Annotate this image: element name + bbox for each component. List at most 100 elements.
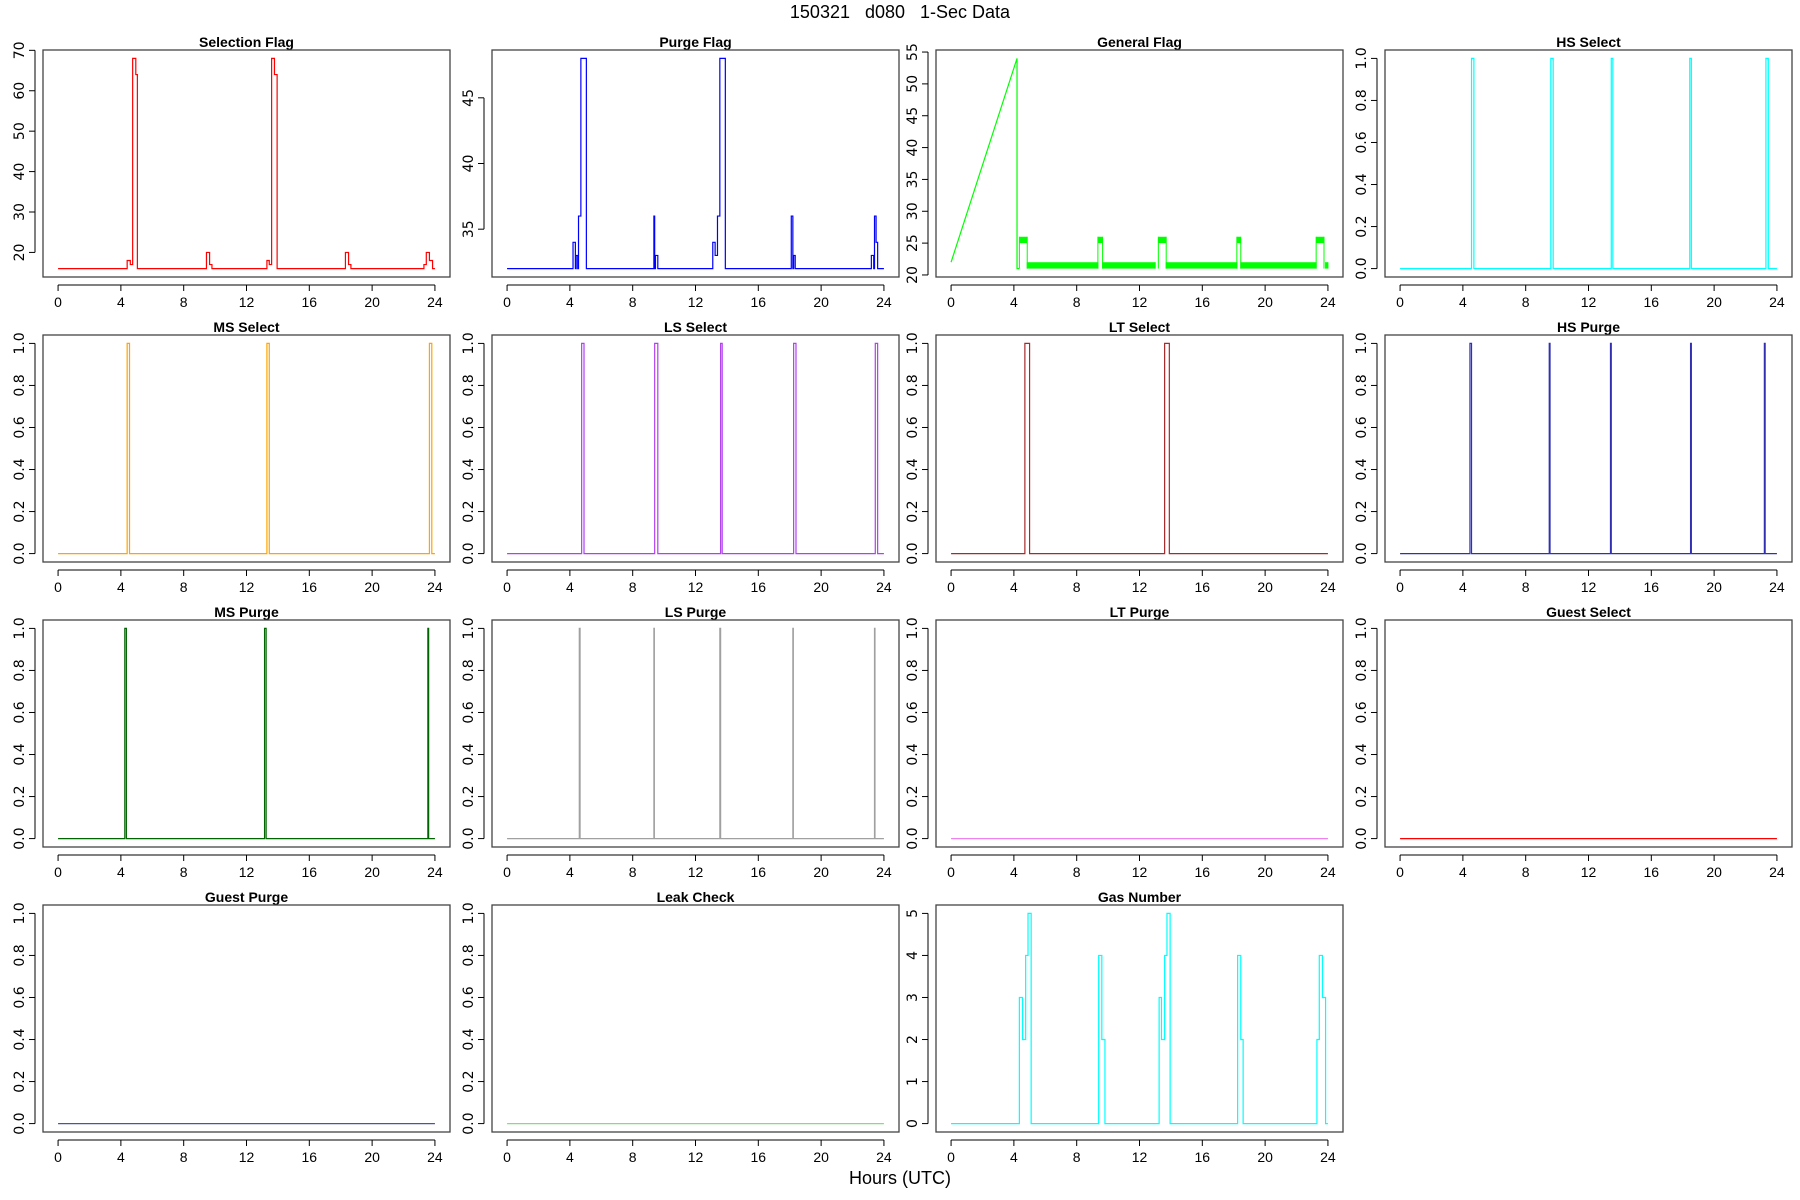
series-band <box>1236 236 1241 244</box>
x-tick-label: 4 <box>566 294 574 310</box>
panel-hs-purge: HS Purge 0 4 8 12 16 20 24 0.0 0.2 0.4 0.6 0.8 1.0 <box>1354 319 1793 595</box>
y-tick-label: 0.8 <box>461 374 477 396</box>
y-tick-label: 0.4 <box>461 458 477 480</box>
y-tick-label: 0.0 <box>905 542 921 564</box>
y-tick-label: 0.2 <box>1354 785 1370 807</box>
y-tick-label: 0.0 <box>1354 257 1370 279</box>
plot-frame <box>42 904 451 1133</box>
x-tick-label: 12 <box>239 1149 255 1165</box>
panel-purge-flag: Purge Flag 0 4 8 12 16 20 24 35 40 45 <box>461 34 900 310</box>
y-tick-label: 0.0 <box>905 827 921 849</box>
x-tick-label: 20 <box>1257 864 1273 880</box>
x-tick-label: 20 <box>364 294 380 310</box>
plot-frame <box>42 49 451 278</box>
x-tick-label: 4 <box>1010 294 1018 310</box>
series-line <box>951 912 1328 1125</box>
x-tick-label: 20 <box>364 1149 380 1165</box>
x-tick-label: 0 <box>503 294 511 310</box>
y-tick-label: 20 <box>12 244 28 262</box>
x-tick-label: 16 <box>302 579 318 595</box>
y-tick-label: 0.4 <box>12 1028 28 1050</box>
y-tick-label: 0.4 <box>905 743 921 765</box>
y-tick-label: 0.4 <box>1354 743 1370 765</box>
series-line <box>58 57 435 270</box>
x-tick-label: 8 <box>1073 579 1081 595</box>
y-tick-label: 1.0 <box>12 332 28 354</box>
x-tick-label: 20 <box>1257 1149 1273 1165</box>
panel-title: Purge Flag <box>659 34 731 50</box>
x-tick-label: 24 <box>427 579 443 595</box>
y-tick-label: 35 <box>461 220 477 238</box>
y-tick-label: 0.2 <box>461 785 477 807</box>
y-tick-label: 0.6 <box>12 986 28 1008</box>
series-line <box>507 627 884 840</box>
x-tick-label: 4 <box>1010 579 1018 595</box>
y-tick-label: 0.0 <box>12 827 28 849</box>
x-tick-label: 12 <box>1581 294 1597 310</box>
y-tick-label: 1.0 <box>461 902 477 924</box>
x-tick-label: 12 <box>1581 579 1597 595</box>
x-tick-label: 8 <box>180 579 188 595</box>
x-tick-label: 12 <box>1132 864 1148 880</box>
x-tick-label: 8 <box>180 864 188 880</box>
x-tick-label: 12 <box>688 294 704 310</box>
y-tick-label: 0.4 <box>461 743 477 765</box>
series-line <box>1400 57 1777 270</box>
x-tick-label: 0 <box>503 1149 511 1165</box>
y-tick-label: 0.8 <box>1354 374 1370 396</box>
panel-title: HS Select <box>1556 34 1621 50</box>
y-tick-label: 0.8 <box>1354 659 1370 681</box>
x-tick-label: 16 <box>1644 864 1660 880</box>
panel-selection-flag: Selection Flag 0 4 8 12 16 20 24 20 30 40 50 60 70 <box>12 34 451 310</box>
y-tick-label: 55 <box>905 43 921 61</box>
y-tick-label: 0.0 <box>1354 542 1370 564</box>
x-tick-label: 24 <box>876 579 892 595</box>
y-tick-label: 0.4 <box>12 458 28 480</box>
y-tick-label: 30 <box>12 203 28 221</box>
y-tick-label: 50 <box>905 75 921 93</box>
panel-lt-select: LT Select 0 4 8 12 16 20 24 0.0 0.2 0.4 0.6 0.8 1.0 <box>905 319 1344 595</box>
x-tick-label: 8 <box>180 294 188 310</box>
y-tick-label: 25 <box>905 234 921 252</box>
plot-frame <box>935 334 1344 563</box>
y-tick-label: 1.0 <box>905 332 921 354</box>
y-tick-label: 0.0 <box>1354 827 1370 849</box>
panel-ms-select: MS Select 0 4 8 12 16 20 24 0.0 0.2 0.4 0.6 0.8 1.0 <box>12 319 451 595</box>
panel-title: Leak Check <box>657 889 735 905</box>
x-tick-label: 16 <box>751 579 767 595</box>
x-tick-label: 8 <box>629 864 637 880</box>
x-tick-label: 8 <box>1073 864 1081 880</box>
x-tick-label: 16 <box>1195 294 1211 310</box>
y-tick-label: 0.6 <box>12 416 28 438</box>
y-tick-label: 0.2 <box>1354 500 1370 522</box>
plot-frame <box>491 904 900 1133</box>
series-band <box>1240 262 1317 269</box>
series-band <box>1097 236 1103 244</box>
x-tick-label: 4 <box>117 294 125 310</box>
plot-frame <box>935 49 1344 278</box>
y-tick-label: 70 <box>12 41 28 59</box>
x-tick-label: 12 <box>688 864 704 880</box>
series-line <box>1400 342 1777 555</box>
y-tick-label: 0.6 <box>1354 416 1370 438</box>
y-tick-label: 3 <box>905 993 921 1002</box>
x-tick-label: 8 <box>1522 579 1530 595</box>
y-tick-label: 0.0 <box>461 827 477 849</box>
x-tick-label: 12 <box>239 579 255 595</box>
x-tick-label: 4 <box>117 1149 125 1165</box>
x-tick-label: 4 <box>1459 864 1467 880</box>
panel-title: HS Purge <box>1557 319 1620 335</box>
y-tick-label: 0.6 <box>12 701 28 723</box>
panel-hs-select: HS Select 0 4 8 12 16 20 24 0.0 0.2 0.4 0.6 0.8 1.0 <box>1354 34 1793 310</box>
x-tick-label: 12 <box>1581 864 1597 880</box>
x-tick-label: 4 <box>117 579 125 595</box>
x-tick-label: 16 <box>1195 864 1211 880</box>
series-line <box>950 58 1020 270</box>
panel-title: LT Select <box>1109 319 1171 335</box>
x-tick-label: 20 <box>364 579 380 595</box>
x-tick-label: 16 <box>1195 1149 1211 1165</box>
y-tick-label: 0.0 <box>12 542 28 564</box>
y-tick-label: 0.2 <box>905 500 921 522</box>
plot-frame <box>1384 49 1793 278</box>
panel-title: Gas Number <box>1098 889 1182 905</box>
